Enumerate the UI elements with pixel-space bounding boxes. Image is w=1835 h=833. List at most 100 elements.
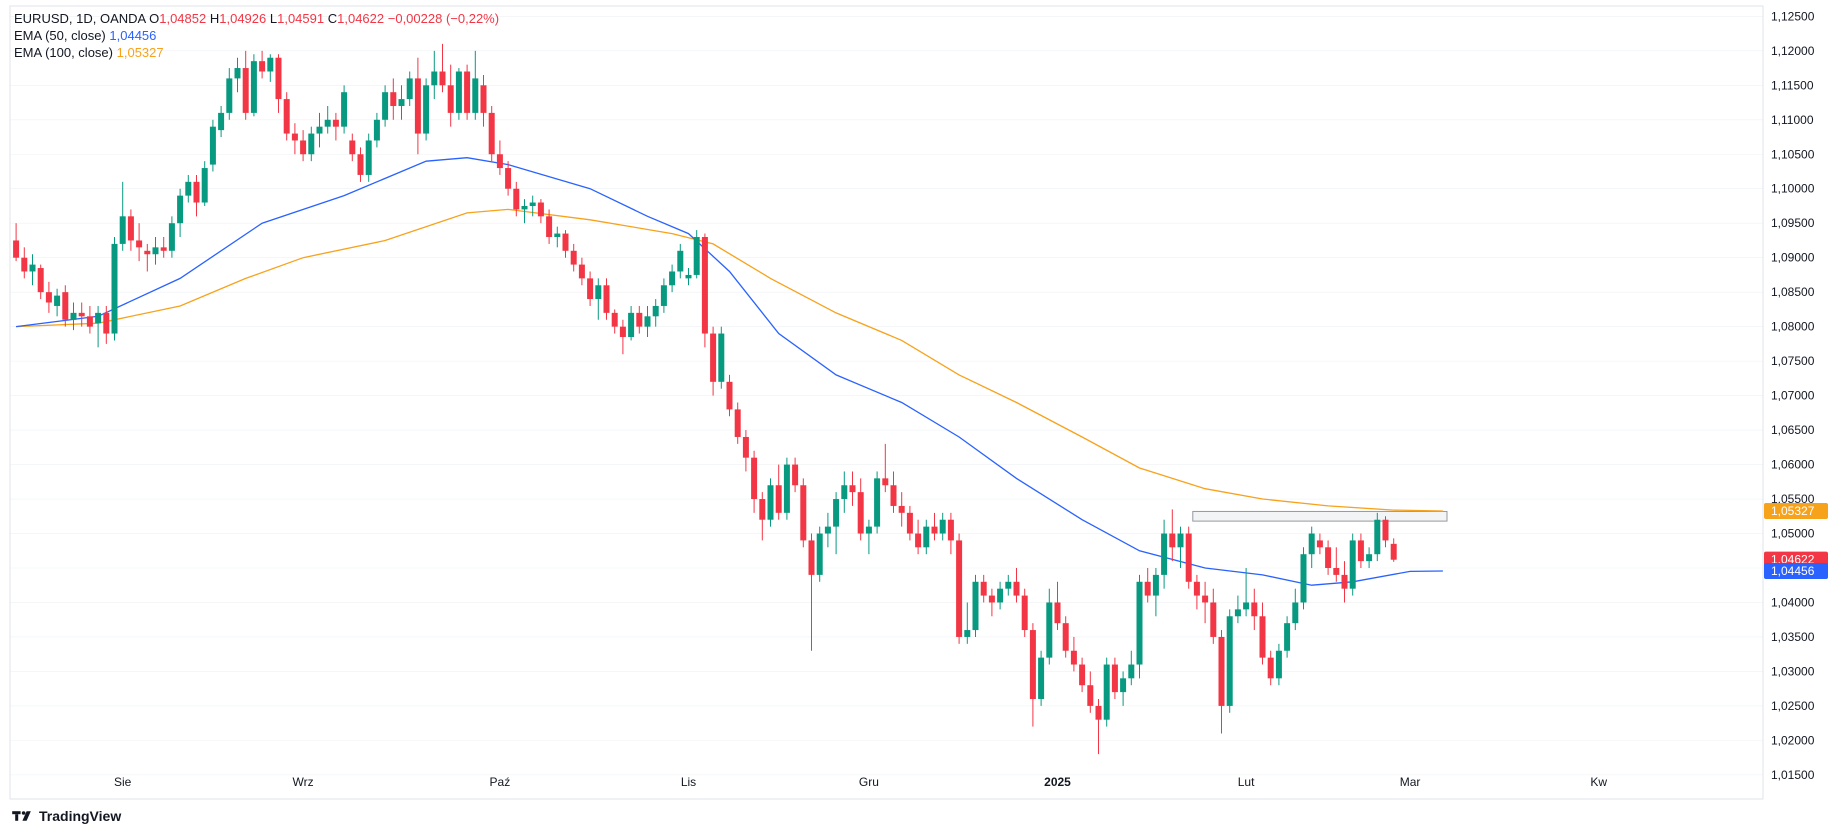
- candles-layer: [13, 43, 1397, 755]
- candle-body: [1038, 657, 1045, 700]
- candle: [939, 512, 946, 541]
- price-axis[interactable]: 1,01500 1,02000 1,02500 1,03000 1,03500 1,040…: [1771, 9, 1815, 782]
- candle-body: [201, 168, 208, 203]
- candle-body: [373, 119, 380, 141]
- candle-body: [1275, 650, 1282, 679]
- price-tick-label: 1,07500: [1771, 354, 1815, 368]
- candle-body: [1169, 533, 1176, 548]
- candle: [997, 581, 1004, 610]
- candle-body: [177, 195, 184, 224]
- candle-body: [1111, 664, 1118, 693]
- candle: [964, 602, 971, 644]
- candle: [857, 478, 864, 541]
- candle-body: [562, 233, 569, 251]
- candle: [1259, 602, 1266, 665]
- ema100-row[interactable]: EMA (100, close) 1,05327: [14, 44, 499, 61]
- change-value: −0,00228 (−0,22%): [387, 11, 500, 26]
- candle: [423, 78, 430, 141]
- candle-body: [1005, 581, 1012, 589]
- price-tag-bg: [1764, 563, 1828, 580]
- candle: [1029, 623, 1036, 727]
- candle-body: [29, 264, 36, 272]
- candle: [357, 147, 364, 182]
- candle: [792, 457, 799, 493]
- candle: [488, 105, 495, 162]
- candle: [382, 85, 389, 127]
- candle-body: [890, 485, 897, 506]
- candle-body: [37, 268, 44, 293]
- candle-body: [833, 499, 840, 527]
- candle: [1111, 657, 1118, 700]
- candle-body: [1152, 574, 1159, 596]
- candle: [882, 443, 889, 493]
- candle: [480, 74, 487, 127]
- candle-body: [54, 295, 61, 306]
- ema50-row[interactable]: EMA (50, close) 1,04456: [14, 27, 499, 44]
- candle: [1234, 595, 1241, 624]
- candle: [1193, 574, 1200, 610]
- candle-body: [1308, 533, 1315, 555]
- candle: [250, 54, 257, 117]
- candle-body: [316, 126, 323, 134]
- candle: [1374, 512, 1381, 562]
- candle: [168, 216, 175, 258]
- candle-body: [455, 71, 462, 113]
- open-label: O: [149, 11, 160, 26]
- candle: [529, 195, 536, 217]
- candle-body: [111, 243, 118, 334]
- candle: [70, 302, 77, 331]
- candle-body: [250, 61, 257, 113]
- candle-body: [119, 216, 126, 244]
- price-tick-label: 1,06500: [1771, 423, 1815, 437]
- candle-body: [718, 333, 725, 382]
- candle-body: [824, 526, 831, 534]
- candle: [496, 140, 503, 175]
- tradingview-logo[interactable]: TradingView: [12, 808, 121, 824]
- candle: [693, 230, 700, 279]
- candle: [373, 112, 380, 148]
- candle: [947, 512, 954, 555]
- candle: [455, 68, 462, 120]
- candle: [234, 57, 241, 93]
- candle: [1185, 526, 1192, 589]
- candle: [742, 430, 749, 472]
- candle: [144, 243, 151, 272]
- candle-body: [1013, 581, 1020, 596]
- candle-body: [751, 457, 758, 500]
- symbol-info[interactable]: EURUSD, 1D, OANDA: [14, 11, 146, 26]
- candle-body: [168, 223, 175, 251]
- candle: [546, 209, 553, 244]
- ema100-line: [16, 208, 1443, 512]
- candle: [54, 288, 61, 317]
- candle-body: [209, 126, 216, 165]
- candle-body: [956, 540, 963, 637]
- tradingview-logo-text: TradingView: [39, 808, 122, 824]
- candle-body: [898, 505, 905, 513]
- candle: [1013, 567, 1020, 603]
- candle-body: [865, 526, 872, 534]
- candle-body: [300, 140, 307, 155]
- candle: [521, 199, 528, 224]
- candle: [710, 326, 717, 396]
- candle: [652, 299, 659, 327]
- candle: [21, 247, 28, 279]
- candle-body: [1226, 616, 1233, 706]
- time-axis[interactable]: Sie Wrz Paź Lis Gru 2025 Lut Mar Kw: [114, 775, 1607, 789]
- candle-body: [988, 595, 995, 603]
- candle: [783, 457, 790, 520]
- candle-body: [513, 188, 520, 210]
- candle: [209, 119, 216, 172]
- candle-body: [365, 140, 372, 175]
- price-tick-label: 1,01500: [1771, 768, 1815, 782]
- candle-body: [595, 285, 602, 300]
- candle: [332, 112, 339, 141]
- candle: [267, 54, 274, 82]
- candle: [1144, 567, 1151, 603]
- candle-body: [341, 92, 348, 127]
- candle: [300, 130, 307, 162]
- candle: [316, 112, 323, 148]
- candle-body: [127, 216, 134, 241]
- candle-body: [160, 247, 167, 251]
